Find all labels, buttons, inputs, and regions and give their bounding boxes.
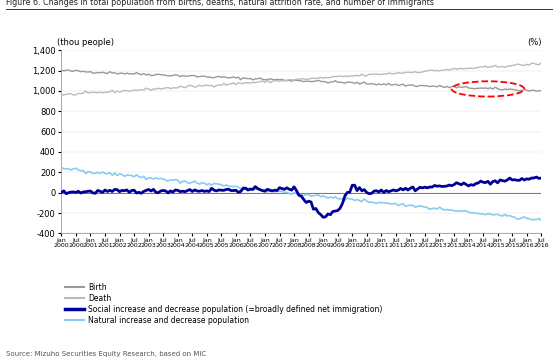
Text: (thou people): (thou people) [56, 38, 114, 47]
Text: (%): (%) [527, 38, 541, 47]
Legend: Birth, Death, Social increase and decrease population (=broadly defined net immi: Birth, Death, Social increase and decrea… [65, 283, 382, 325]
Text: Figure 6. Changes in total population from births, deaths, natural attrition rat: Figure 6. Changes in total population fr… [6, 0, 434, 7]
Text: Source: Mizuho Securities Equity Research, based on MIC: Source: Mizuho Securities Equity Researc… [6, 351, 206, 357]
